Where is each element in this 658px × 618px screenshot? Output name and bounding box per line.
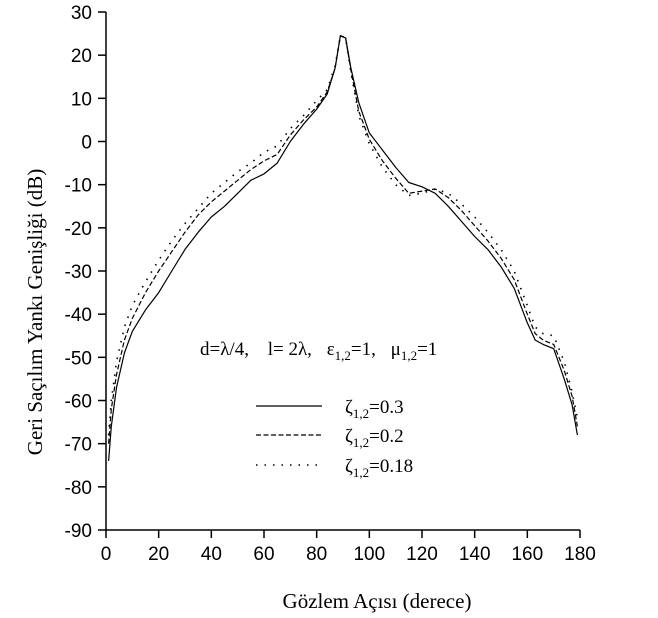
y-tick-label: -10 bbox=[65, 176, 92, 197]
x-tick-label: 80 bbox=[306, 544, 327, 565]
y-tick-label: -40 bbox=[65, 305, 92, 326]
x-tick-label: 60 bbox=[253, 544, 274, 565]
legend-entry-1: ζ1,2=0.2 bbox=[256, 426, 404, 450]
series-line-dotted bbox=[107, 34, 579, 436]
y-tick-label: 0 bbox=[81, 133, 92, 154]
legend-symbol: ζ bbox=[345, 456, 353, 477]
y-tick-label: -50 bbox=[65, 348, 92, 369]
legend-value: =0.2 bbox=[369, 426, 403, 447]
x-tick-label: 120 bbox=[406, 544, 438, 565]
svg-text:ζ1,2=0.3: ζ1,2=0.3 bbox=[345, 397, 404, 421]
annotation-mu-val: =1 bbox=[417, 339, 437, 360]
y-tick-label: 20 bbox=[71, 46, 92, 67]
x-tick-label: 180 bbox=[564, 544, 596, 565]
x-tick-label: 20 bbox=[148, 544, 169, 565]
legend-value: =0.18 bbox=[369, 456, 413, 477]
annotation-eps-val: =1, bbox=[351, 339, 376, 360]
y-tick-label: 10 bbox=[71, 89, 92, 110]
legend-value: =0.3 bbox=[369, 397, 403, 418]
y-tick-label: -30 bbox=[65, 262, 92, 283]
x-tick-label: 100 bbox=[353, 544, 385, 565]
svg-text:ζ1,2=0.18: ζ1,2=0.18 bbox=[345, 456, 413, 480]
y-tick-label: -20 bbox=[65, 219, 92, 240]
annotation-eps: ε bbox=[327, 339, 335, 360]
y-ticks: 30 20 10 0 -10 -20 -30 -40 -50 -60 -70 -80 -90 bbox=[65, 3, 106, 542]
legend-sub: 1,2 bbox=[353, 435, 369, 450]
legend-symbol: ζ bbox=[345, 397, 353, 418]
annotation: d=λ/4, l= 2λ, ε1,2=1, μ1,2=1 bbox=[200, 339, 437, 363]
x-tick-label: 40 bbox=[201, 544, 222, 565]
svg-text:ζ1,2=0.2: ζ1,2=0.2 bbox=[345, 426, 404, 450]
y-tick-label: 30 bbox=[71, 3, 92, 24]
x-axis-label: Gözlem Açısı (derece) bbox=[283, 589, 472, 613]
series-lines bbox=[107, 34, 579, 461]
y-tick-label: -80 bbox=[65, 478, 92, 499]
legend-sub: 1,2 bbox=[353, 465, 369, 480]
y-tick-label: -90 bbox=[65, 521, 92, 542]
y-tick-label: -60 bbox=[65, 392, 92, 413]
x-ticks: 0 20 40 60 80 100 120 140 160 180 bbox=[101, 530, 596, 565]
y-axis-label: Geri Saçılım Yankı Genişliği (dB) bbox=[23, 169, 47, 455]
annotation-eps-sub: 1,2 bbox=[335, 348, 351, 363]
annotation-mu-sub: 1,2 bbox=[401, 348, 417, 363]
legend-sub: 1,2 bbox=[353, 406, 369, 421]
annotation-d: d=λ/4, bbox=[200, 339, 249, 360]
annotation-l: l= 2λ, bbox=[268, 339, 312, 360]
annotation-mu: μ bbox=[391, 339, 401, 360]
legend-entry-0: ζ1,2=0.3 bbox=[256, 397, 404, 421]
svg-text:d=λ/4, l= 2λ, ε1,2: d=λ/4, l= 2λ, ε1,2=1, μ1,2=1 bbox=[200, 339, 437, 363]
series-line-dashed bbox=[108, 35, 578, 444]
series-line-solid bbox=[108, 35, 578, 461]
x-tick-label: 140 bbox=[459, 544, 491, 565]
legend: ζ1,2=0.3 ζ1,2=0.2 ζ1,2=0.18 bbox=[256, 397, 413, 480]
legend-entry-2: ζ1,2=0.18 bbox=[256, 456, 413, 480]
x-tick-label: 0 bbox=[101, 544, 112, 565]
x-tick-label: 160 bbox=[511, 544, 543, 565]
legend-symbol: ζ bbox=[345, 426, 353, 447]
y-tick-label: -70 bbox=[65, 435, 92, 456]
